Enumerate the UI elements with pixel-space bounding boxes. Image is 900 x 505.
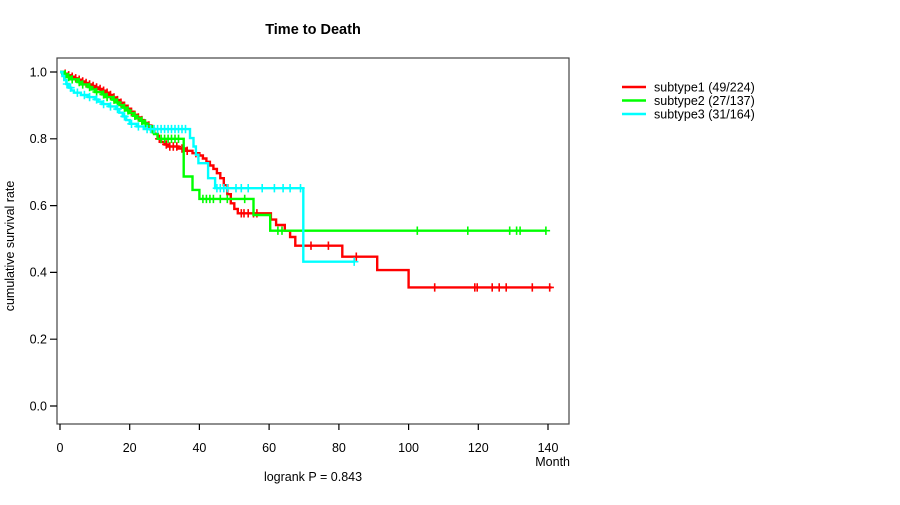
x-tick-label-20: 20 xyxy=(123,441,137,455)
y-tick-label-0.2: 0.2 xyxy=(30,333,47,347)
x-axis-ticks xyxy=(59,424,549,430)
x-tick-label-80: 80 xyxy=(332,441,346,455)
x-tick-label-0: 0 xyxy=(57,441,64,455)
km-curve-subtype1 xyxy=(60,70,552,289)
legend-label-subtype1: subtype1 (49/224) xyxy=(654,81,755,95)
survival-curves xyxy=(60,69,554,292)
x-tick-label-140: 140 xyxy=(538,441,559,455)
y-axis-ticks xyxy=(50,71,57,407)
x-tick-label-100: 100 xyxy=(398,441,419,455)
chart-title: Time to Death xyxy=(265,22,361,38)
x-axis-unit-label: Month xyxy=(535,455,570,469)
y-tick-label-0.6: 0.6 xyxy=(30,199,47,213)
censor-marks-subtype1 xyxy=(61,69,554,292)
censor-marks-subtype2 xyxy=(61,70,551,235)
legend-label-subtype3: subtype3 (31/164) xyxy=(654,108,755,122)
x-tick-label-120: 120 xyxy=(468,441,489,455)
legend-label-subtype2: subtype2 (27/137) xyxy=(654,94,755,108)
plot-box xyxy=(56,57,570,425)
censor-marks-subtype3 xyxy=(62,79,359,266)
y-tick-label-0.4: 0.4 xyxy=(30,266,47,280)
x-tick-label-60: 60 xyxy=(262,441,276,455)
x-tick-label-40: 40 xyxy=(192,441,206,455)
y-axis-title: cumulative survival rate xyxy=(3,181,17,312)
y-tick-label-0.0: 0.0 xyxy=(30,399,47,413)
y-tick-label-1.0: 1.0 xyxy=(30,65,47,79)
y-tick-label-0.8: 0.8 xyxy=(30,132,47,146)
logrank-p-label: logrank P = 0.843 xyxy=(264,470,362,484)
chart-legend: subtype1 (49/224) subtype2 (27/137) subt… xyxy=(622,81,755,122)
